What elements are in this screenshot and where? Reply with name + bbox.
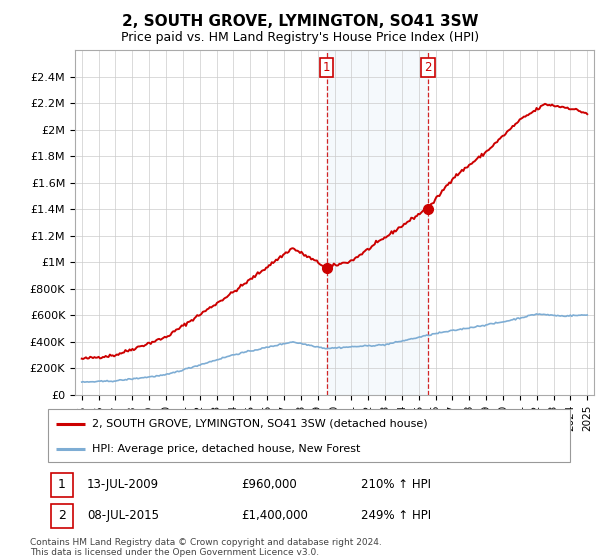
Text: 249% ↑ HPI: 249% ↑ HPI — [361, 509, 431, 522]
Text: 13-JUL-2009: 13-JUL-2009 — [87, 478, 159, 492]
Text: 1: 1 — [58, 478, 65, 492]
Text: 210% ↑ HPI: 210% ↑ HPI — [361, 478, 431, 492]
Text: Price paid vs. HM Land Registry's House Price Index (HPI): Price paid vs. HM Land Registry's House … — [121, 31, 479, 44]
Text: 2: 2 — [58, 509, 65, 522]
Text: 2: 2 — [424, 61, 431, 74]
Text: 2, SOUTH GROVE, LYMINGTON, SO41 3SW (detached house): 2, SOUTH GROVE, LYMINGTON, SO41 3SW (det… — [92, 419, 428, 429]
Text: HPI: Average price, detached house, New Forest: HPI: Average price, detached house, New … — [92, 444, 361, 454]
Text: 1: 1 — [323, 61, 331, 74]
Text: £960,000: £960,000 — [241, 478, 297, 492]
Bar — [327, 50, 428, 395]
FancyBboxPatch shape — [50, 503, 73, 528]
FancyBboxPatch shape — [50, 473, 73, 497]
FancyBboxPatch shape — [48, 409, 570, 462]
Text: £1,400,000: £1,400,000 — [241, 509, 308, 522]
Text: 2, SOUTH GROVE, LYMINGTON, SO41 3SW: 2, SOUTH GROVE, LYMINGTON, SO41 3SW — [122, 14, 478, 29]
Text: Contains HM Land Registry data © Crown copyright and database right 2024.
This d: Contains HM Land Registry data © Crown c… — [30, 538, 382, 557]
Text: 08-JUL-2015: 08-JUL-2015 — [87, 509, 159, 522]
